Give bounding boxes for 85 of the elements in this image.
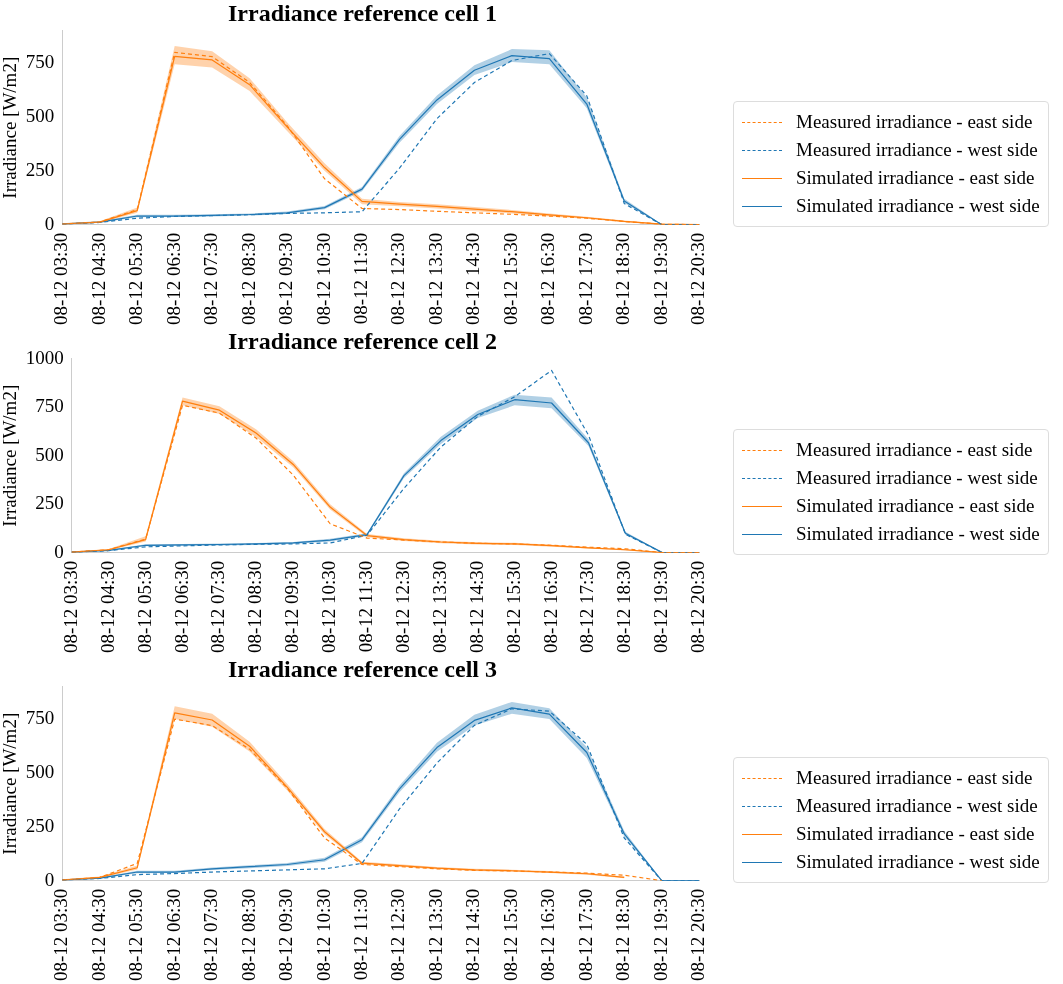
x-tick-label: 08-12 04:30 xyxy=(87,888,109,981)
y-tick-label: 250 xyxy=(25,814,55,836)
x-tick-label: 08-12 07:30 xyxy=(200,888,222,981)
x-tick-label: 08-12 14:30 xyxy=(462,888,484,981)
x-tick-label: 08-12 10:30 xyxy=(312,232,334,325)
y-axis-title: Irradiance [W/m2] xyxy=(0,712,21,855)
y-tick-label: 250 xyxy=(35,492,64,514)
x-tick-label: 08-12 06:30 xyxy=(162,888,184,981)
x-tick-label: 08-12 11:30 xyxy=(350,888,371,981)
y-tick-label: 0 xyxy=(54,540,64,562)
chart-title: Irradiance reference cell 1 xyxy=(228,0,497,26)
x-tick-label: 08-12 05:30 xyxy=(125,888,147,981)
x-tick-label: 08-12 14:30 xyxy=(462,232,484,325)
x-tick-label: 08-12 10:30 xyxy=(312,888,334,981)
x-tick-label: 08-12 17:30 xyxy=(576,560,598,653)
x-tick-label: 08-12 04:30 xyxy=(96,560,118,653)
x-tick-label: 08-12 05:30 xyxy=(133,560,155,653)
x-tick-label: 08-12 04:30 xyxy=(87,232,109,325)
x-tick-label: 08-12 08:30 xyxy=(244,560,266,653)
legend-label: Simulated irradiance - west side xyxy=(796,850,1040,874)
x-tick-label: 08-12 17:30 xyxy=(574,232,596,325)
y-tick-label: 0 xyxy=(44,868,55,890)
x-tick-label: 08-12 06:30 xyxy=(162,232,184,325)
x-tick-label: 08-12 15:30 xyxy=(499,888,521,981)
y-tick-label: 500 xyxy=(35,443,64,465)
x-tick-label: 08-12 05:30 xyxy=(125,232,147,325)
legend-label: Simulated irradiance - east side xyxy=(796,494,1035,518)
y-tick-label: 750 xyxy=(25,51,55,73)
x-tick-label: 08-12 13:30 xyxy=(424,232,446,325)
x-tick-label: 08-12 09:30 xyxy=(275,232,297,325)
x-tick-label: 08-12 09:30 xyxy=(275,888,297,981)
x-tick-label: 08-12 18:30 xyxy=(613,560,635,653)
chart-title: Irradiance reference cell 2 xyxy=(228,327,497,354)
x-tick-label: 08-12 03:30 xyxy=(59,560,81,653)
legend-label: Measured irradiance - west side xyxy=(796,138,1038,162)
x-tick-label: 08-12 20:30 xyxy=(687,888,709,981)
y-tick-label: 1000 xyxy=(25,346,64,368)
legend-label: Measured irradiance - east side xyxy=(796,110,1033,134)
x-tick-label: 08-12 16:30 xyxy=(539,560,561,653)
x-tick-label: 08-12 13:30 xyxy=(424,888,446,981)
legend-label: Measured irradiance - east side xyxy=(796,438,1033,462)
legend-label: Simulated irradiance - east side xyxy=(796,166,1035,190)
legend-label: Measured irradiance - west side xyxy=(796,466,1038,490)
x-tick-label: 08-12 18:30 xyxy=(612,888,634,981)
y-axis-title: Irradiance [W/m2] xyxy=(0,384,21,527)
x-tick-label: 08-12 03:30 xyxy=(50,232,72,325)
legend-label: Simulated irradiance - east side xyxy=(796,822,1035,846)
y-tick-label: 500 xyxy=(25,104,55,126)
x-tick-label: 08-12 11:30 xyxy=(350,232,371,325)
x-tick-label: 08-12 15:30 xyxy=(502,560,524,653)
x-tick-label: 08-12 13:30 xyxy=(428,560,450,653)
y-axis-title: Irradiance [W/m2] xyxy=(0,56,21,199)
x-tick-label: 08-12 03:30 xyxy=(50,888,72,981)
x-tick-label: 08-12 12:30 xyxy=(391,560,413,653)
x-tick-label: 08-12 10:30 xyxy=(318,560,340,653)
x-tick-label: 08-12 12:30 xyxy=(387,888,409,981)
x-tick-label: 08-12 11:30 xyxy=(355,560,377,653)
x-tick-label: 08-12 20:30 xyxy=(687,560,709,653)
x-tick-label: 08-12 12:30 xyxy=(387,232,409,325)
x-tick-label: 08-12 08:30 xyxy=(237,232,259,325)
x-tick-label: 08-12 16:30 xyxy=(537,232,559,325)
x-tick-label: 08-12 06:30 xyxy=(170,560,192,653)
x-tick-label: 08-12 16:30 xyxy=(537,888,559,981)
y-tick-label: 750 xyxy=(35,395,64,417)
x-tick-label: 08-12 19:30 xyxy=(649,888,671,981)
x-tick-label: 08-12 19:30 xyxy=(649,232,671,325)
x-tick-label: 08-12 07:30 xyxy=(207,560,229,653)
legend-label: Simulated irradiance - west side xyxy=(796,194,1040,218)
y-tick-label: 750 xyxy=(25,707,55,729)
x-tick-label: 08-12 15:30 xyxy=(499,232,521,325)
y-tick-label: 250 xyxy=(25,158,55,180)
chart-title: Irradiance reference cell 3 xyxy=(228,655,497,682)
x-tick-label: 08-12 17:30 xyxy=(574,888,596,981)
x-tick-label: 08-12 08:30 xyxy=(237,888,259,981)
x-tick-label: 08-12 07:30 xyxy=(200,232,222,325)
legend-label: Measured irradiance - east side xyxy=(796,766,1033,790)
x-tick-label: 08-12 14:30 xyxy=(465,560,487,653)
y-tick-label: 0 xyxy=(44,212,55,234)
x-tick-label: 08-12 18:30 xyxy=(612,232,634,325)
x-tick-label: 08-12 09:30 xyxy=(281,560,303,653)
x-tick-label: 08-12 19:30 xyxy=(650,560,672,653)
legend-label: Simulated irradiance - west side xyxy=(796,522,1040,546)
legend-label: Measured irradiance - west side xyxy=(796,794,1038,818)
x-tick-label: 08-12 20:30 xyxy=(687,232,709,325)
y-tick-label: 500 xyxy=(25,760,55,782)
